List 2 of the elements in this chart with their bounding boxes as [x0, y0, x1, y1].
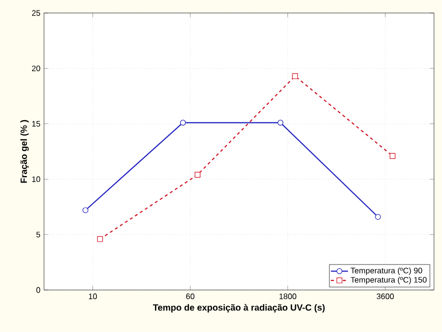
- x-axis-title: Tempo de exposição à radiação UV-C (s): [152, 304, 325, 312]
- y-axis-title: Fração gel (% ): [20, 120, 29, 183]
